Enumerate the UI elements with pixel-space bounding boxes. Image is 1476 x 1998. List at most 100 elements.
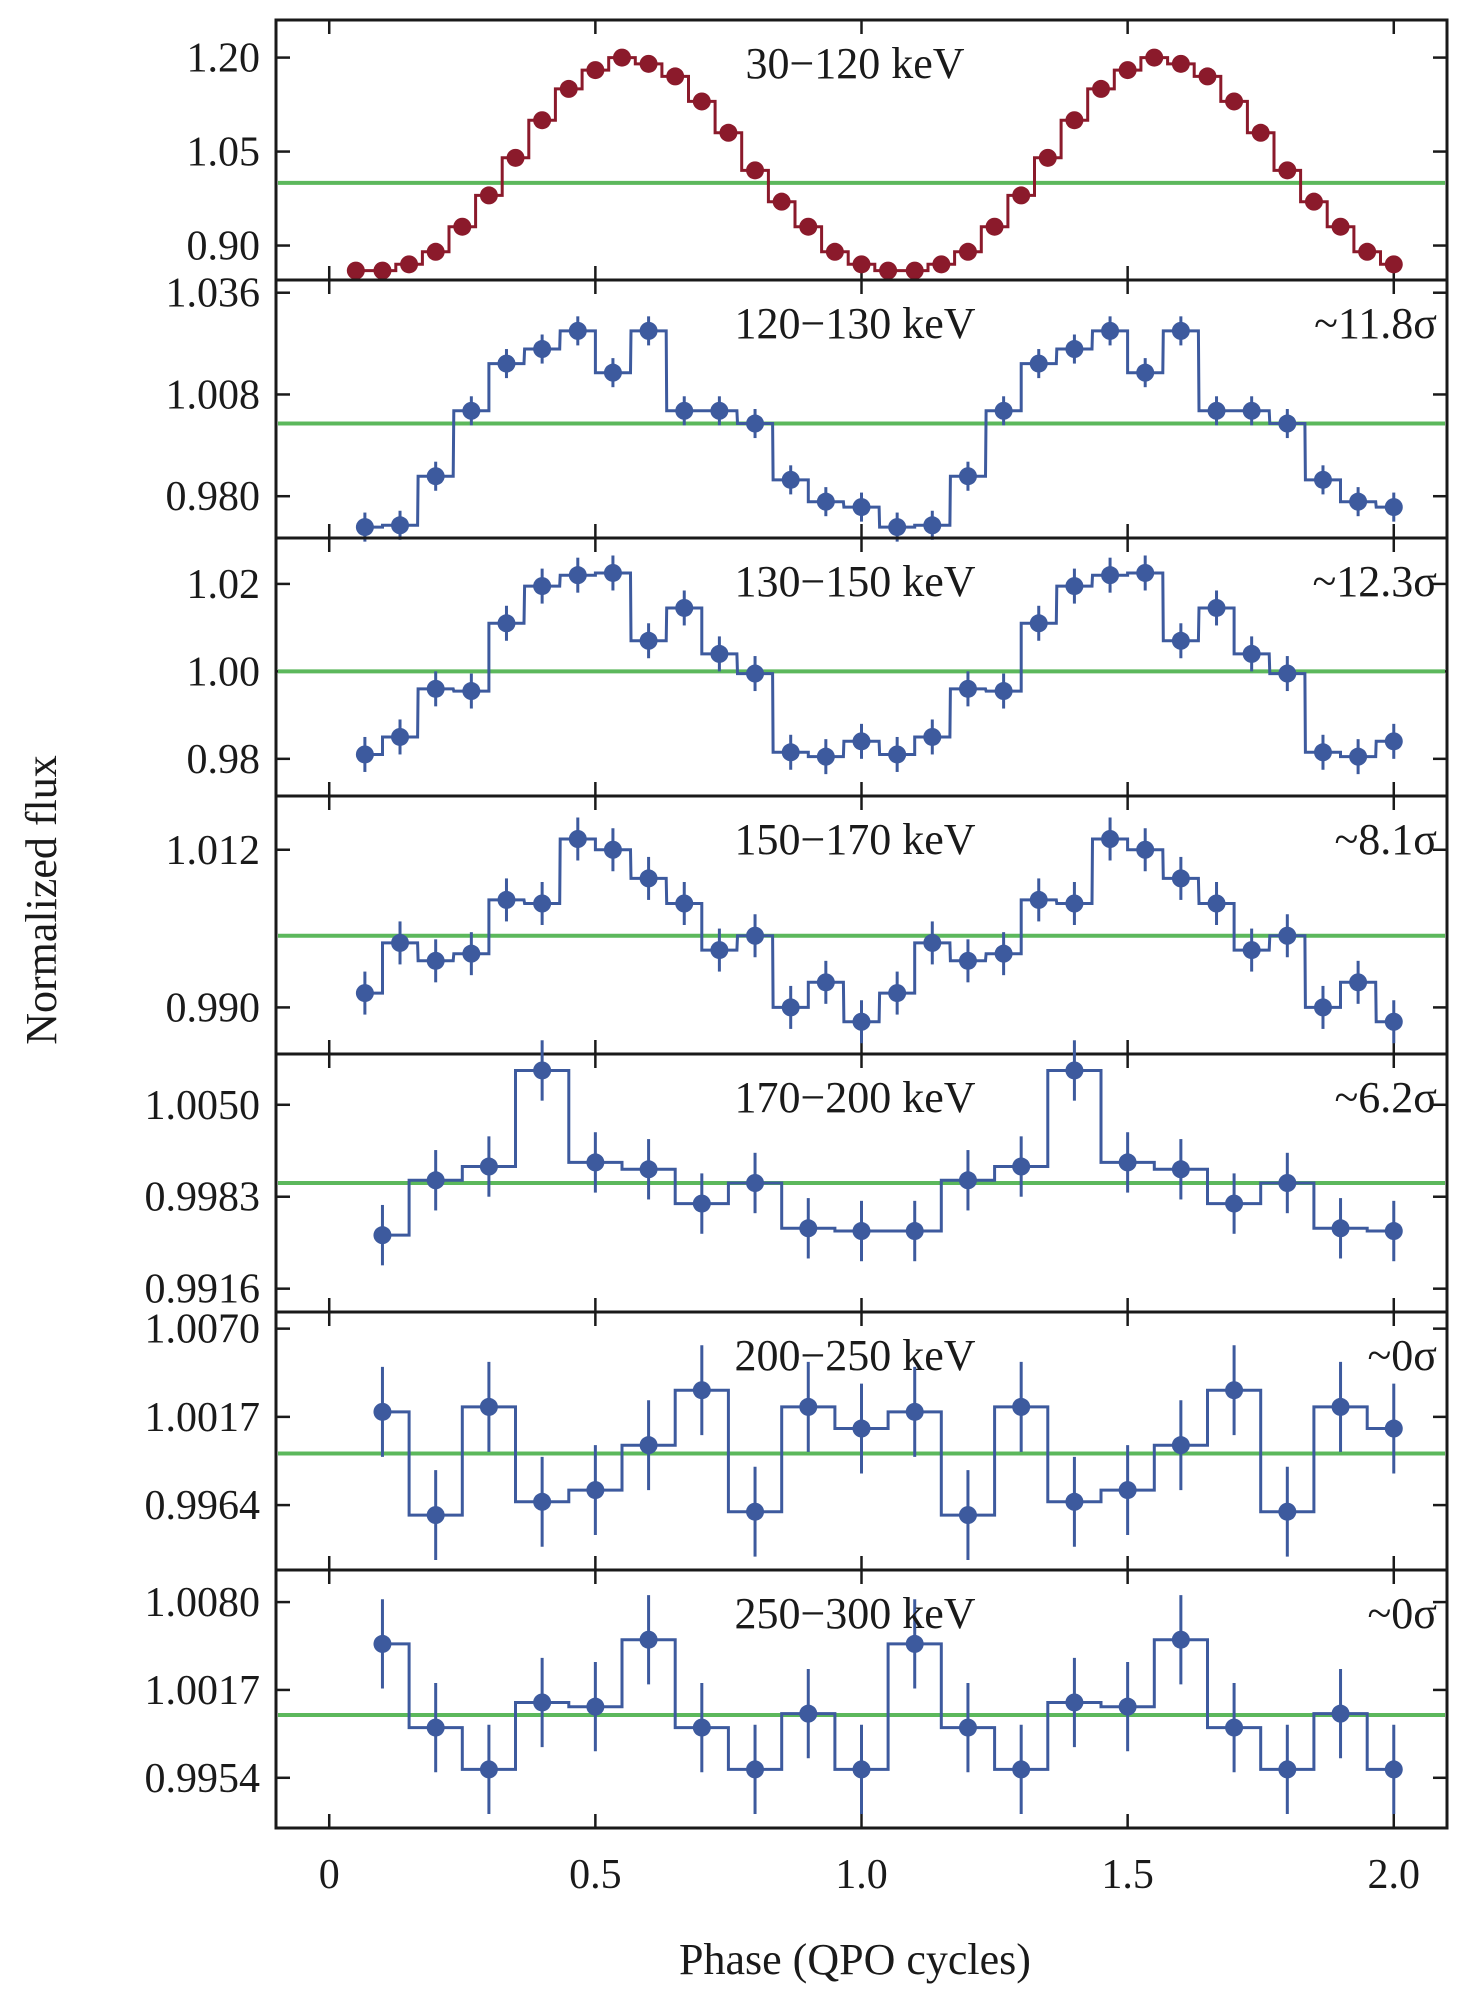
data-point — [692, 1381, 711, 1400]
y-tick-label: 0.9964 — [145, 1483, 261, 1529]
data-point — [675, 894, 694, 913]
data-point — [781, 998, 800, 1017]
data-point — [816, 973, 835, 992]
data-point — [905, 1222, 924, 1241]
data-point — [1349, 973, 1368, 992]
panel-significance: ~0σ — [1367, 1331, 1437, 1380]
y-axis-label: Normalized flux — [17, 755, 66, 1045]
data-point — [1029, 614, 1048, 633]
panel-2: 1.036 1.008 0.980 120−130 keV ~11.8σ — [166, 271, 1449, 542]
data-point — [852, 498, 871, 517]
data-point — [426, 951, 445, 970]
panel-energy-label: 30−120 keV — [745, 39, 964, 88]
data-point — [1012, 1157, 1031, 1176]
data-point — [692, 1718, 711, 1737]
y-tick-label: 1.05 — [187, 130, 261, 176]
data-point — [719, 123, 738, 142]
panel-1: 1.20 1.05 0.90 30−120 keV — [187, 18, 1449, 282]
data-point — [1242, 401, 1261, 420]
x-tick-label: 0.5 — [569, 1852, 622, 1898]
data-point — [888, 984, 907, 1003]
data-point — [994, 944, 1013, 963]
data-point — [958, 467, 977, 486]
data-point — [666, 67, 685, 86]
data-point — [905, 1402, 924, 1421]
data-point — [603, 840, 622, 859]
data-point — [639, 869, 658, 888]
data-point — [958, 1506, 977, 1525]
y-tick-label: 1.008 — [166, 372, 261, 418]
data-point — [568, 321, 587, 340]
y-tick-label: 1.02 — [187, 562, 261, 608]
data-point — [746, 414, 765, 433]
data-point — [568, 830, 587, 848]
data-point — [426, 242, 445, 261]
data-point — [1384, 1012, 1403, 1031]
data-point — [1065, 1061, 1084, 1080]
data-point — [1384, 255, 1403, 274]
data-point — [1331, 1397, 1350, 1416]
data-point — [462, 682, 481, 701]
data-point — [905, 261, 924, 280]
data-point — [825, 242, 844, 261]
data-point — [559, 79, 578, 98]
data-point — [586, 1153, 605, 1172]
y-tick-label: 1.00 — [187, 649, 261, 695]
data-point — [888, 518, 907, 537]
data-point — [1384, 732, 1403, 751]
data-point — [1278, 1174, 1297, 1192]
y-tick-label: 0.990 — [166, 985, 261, 1031]
data-point — [852, 732, 871, 751]
data-point — [1145, 48, 1164, 67]
data-point — [1171, 1630, 1190, 1649]
data-point — [346, 261, 365, 280]
data-point — [1092, 79, 1111, 98]
data-point — [746, 161, 765, 180]
y-tick-label: 1.20 — [187, 36, 261, 82]
data-point — [1012, 1760, 1031, 1779]
data-point — [373, 1226, 392, 1245]
data-point — [1313, 998, 1332, 1017]
data-point — [1251, 123, 1270, 142]
x-tick-label: 2.0 — [1368, 1852, 1421, 1898]
data-point — [426, 679, 445, 698]
data-point — [639, 631, 658, 650]
data-point — [1065, 340, 1084, 359]
data-point — [675, 401, 694, 420]
data-point — [1171, 321, 1190, 340]
data-point — [985, 217, 1004, 236]
data-point — [1278, 414, 1297, 433]
data-point — [1101, 566, 1120, 585]
data-point — [1278, 1502, 1297, 1521]
data-point — [888, 745, 907, 764]
data-point — [746, 1760, 765, 1779]
data-point — [400, 255, 419, 274]
data-point — [373, 1634, 392, 1653]
data-point — [586, 1481, 605, 1500]
data-point — [1313, 470, 1332, 489]
panel-energy-label: 200−250 keV — [734, 1331, 975, 1380]
data-point — [1118, 1481, 1137, 1500]
y-tick-label: 1.0017 — [145, 1668, 261, 1714]
data-point — [1384, 1760, 1403, 1779]
data-point — [923, 933, 942, 952]
data-point — [852, 1419, 871, 1438]
data-point — [497, 354, 516, 373]
data-point — [506, 148, 525, 167]
panel-6: 1.0070 1.0017 0.9964 200−250 keV ~0σ — [145, 1307, 1449, 1572]
data-point — [1331, 217, 1350, 236]
data-point — [1065, 1492, 1084, 1511]
data-point — [710, 401, 729, 420]
data-point — [1101, 830, 1120, 848]
data-point — [391, 727, 410, 746]
y-tick-label: 1.0070 — [145, 1307, 261, 1353]
data-point — [1207, 894, 1226, 913]
panel-significance: ~12.3σ — [1312, 557, 1437, 606]
data-point — [905, 1634, 924, 1653]
data-point — [426, 1171, 445, 1190]
panel-5: 1.0050 0.9983 0.9916 170−200 keV ~6.2σ — [145, 1040, 1449, 1314]
data-point — [1118, 61, 1137, 80]
data-point — [1012, 1397, 1031, 1416]
panel-significance: ~0σ — [1367, 1589, 1437, 1638]
panel-energy-label: 120−130 keV — [734, 299, 975, 348]
